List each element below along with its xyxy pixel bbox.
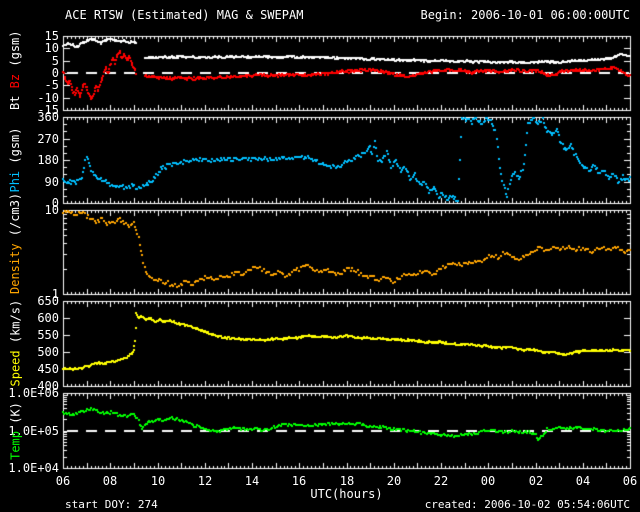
y-axis-title-part: Phi xyxy=(8,170,22,193)
x-tick-label: 22 xyxy=(433,474,449,488)
y-tick-label: -10 xyxy=(37,91,59,105)
y-tick-label: -5 xyxy=(44,78,59,92)
y-tick-label: 5 xyxy=(51,54,59,68)
y-axis-title-part: Bt xyxy=(8,88,22,110)
x-tick-label: 12 xyxy=(197,474,213,488)
y-tick-label: 90 xyxy=(44,175,59,189)
y-tick-label: 1 xyxy=(51,287,59,301)
y-axis-title-speed: Speed (km/s) xyxy=(7,299,23,386)
x-tick-label: 04 xyxy=(575,474,591,488)
y-axis-title-phi: Phi (gsm) xyxy=(7,117,23,203)
y-axis-title-bt_bz: Bt Bz (gsm) xyxy=(7,31,23,111)
y-tick-label: 650 xyxy=(37,294,59,308)
y-tick-label: 15 xyxy=(44,29,59,43)
y-axis-title-part: (K) xyxy=(8,401,22,431)
y-axis-title-temp: Temp (K) xyxy=(7,393,23,468)
y-axis-title-part: Speed xyxy=(8,349,22,386)
y-axis-title-part: Density xyxy=(8,243,22,294)
y-axis-title-part: Bz xyxy=(8,73,22,89)
y-tick-label: 10 xyxy=(44,41,59,55)
begin-timestamp: Begin: 2006-10-01 06:00:00UTC xyxy=(420,8,630,22)
page-title: ACE RTSW (Estimated) MAG & SWEPAM xyxy=(65,8,304,22)
y-axis-title-part: (/cm3) xyxy=(8,192,22,244)
x-tick-label: 14 xyxy=(244,474,260,488)
y-tick-label: 400 xyxy=(37,379,59,393)
x-tick-label: 18 xyxy=(339,474,355,488)
start-doy-label: start DOY: 274 xyxy=(65,498,158,511)
y-tick-label: 1.0E+06 xyxy=(8,386,59,400)
x-tick-label: 08 xyxy=(102,474,118,488)
y-axis-title-part: (km/s) xyxy=(8,299,22,350)
x-tick-label: 06 xyxy=(55,474,71,488)
y-axis-title-part: (gsm) xyxy=(8,30,22,74)
y-axis-title-density: Density (/cm3) xyxy=(7,193,23,294)
y-axis-title-part: (gsm) xyxy=(8,127,22,171)
y-tick-label: 1.0E+04 xyxy=(8,461,59,475)
x-axis-title: UTC(hours) xyxy=(310,487,383,501)
y-tick-label: 500 xyxy=(37,345,59,359)
y-tick-label: 1.0E+05 xyxy=(8,424,59,438)
x-tick-label: 20 xyxy=(386,474,402,488)
x-tick-label: 06 xyxy=(622,474,638,488)
y-tick-label: 180 xyxy=(37,153,59,167)
y-tick-label: 360 xyxy=(37,110,59,124)
y-tick-label: 270 xyxy=(37,132,59,146)
y-tick-label: 0 xyxy=(51,196,59,210)
y-tick-label: 600 xyxy=(37,311,59,325)
y-tick-label: -15 xyxy=(37,103,59,117)
x-tick-label: 00 xyxy=(480,474,496,488)
x-tick-label: 16 xyxy=(291,474,307,488)
y-tick-label: 450 xyxy=(37,362,59,376)
x-tick-label: 02 xyxy=(528,474,544,488)
y-axis-title-part: Temp xyxy=(8,430,22,460)
created-timestamp: created: 2006-10-02 05:54:06UTC xyxy=(424,498,630,511)
y-tick-label: 550 xyxy=(37,328,59,342)
x-tick-label: 10 xyxy=(150,474,166,488)
y-tick-label: 10 xyxy=(44,203,59,217)
y-tick-label: 0 xyxy=(51,66,59,80)
